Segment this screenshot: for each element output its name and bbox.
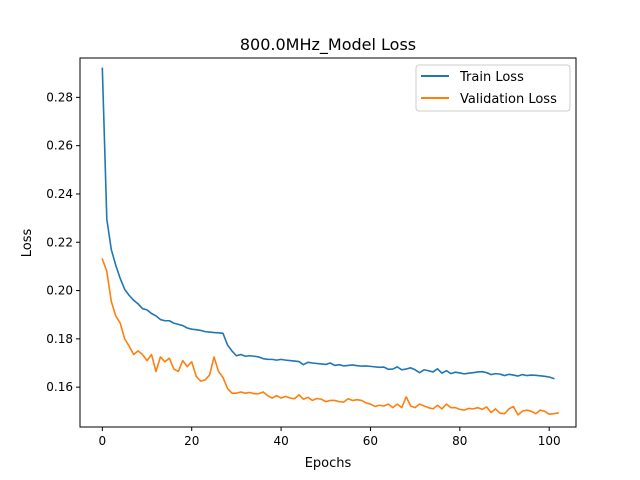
x-tick-label: 60 bbox=[363, 434, 378, 448]
y-tick-label: 0.20 bbox=[46, 284, 73, 298]
y-axis-label: Loss bbox=[20, 229, 35, 258]
x-tick-label: 40 bbox=[273, 434, 288, 448]
y-axis-ticks: 0.16 0.18 0.20 0.22 0.24 0.26 0.28 bbox=[46, 90, 80, 394]
y-tick-label: 0.16 bbox=[46, 380, 73, 394]
plot-area-frame bbox=[79, 57, 577, 428]
x-tick-label: 0 bbox=[99, 434, 107, 448]
x-tick-label: 100 bbox=[538, 434, 561, 448]
x-tick-label: 80 bbox=[452, 434, 467, 448]
legend-label-train-loss: Train Loss bbox=[459, 70, 524, 85]
series-line-validation-loss bbox=[101, 258, 560, 416]
series-line-train-loss bbox=[101, 67, 555, 380]
series-layer bbox=[101, 67, 560, 416]
legend: Train Loss Validation Loss bbox=[415, 64, 571, 112]
y-tick-label: 0.22 bbox=[46, 235, 73, 249]
x-tick-label: 20 bbox=[184, 434, 199, 448]
legend-label-validation-loss: Validation Loss bbox=[460, 92, 557, 107]
x-axis-label: Epochs bbox=[305, 456, 352, 471]
legend-box bbox=[415, 64, 571, 112]
y-tick-label: 0.24 bbox=[46, 187, 73, 201]
x-axis-ticks: 0 20 40 60 80 100 bbox=[99, 427, 561, 448]
y-tick-label: 0.28 bbox=[46, 90, 73, 104]
y-tick-label: 0.26 bbox=[46, 139, 73, 153]
chart-title: 800.0MHz_Model Loss bbox=[240, 35, 416, 55]
y-tick-label: 0.18 bbox=[46, 332, 73, 346]
